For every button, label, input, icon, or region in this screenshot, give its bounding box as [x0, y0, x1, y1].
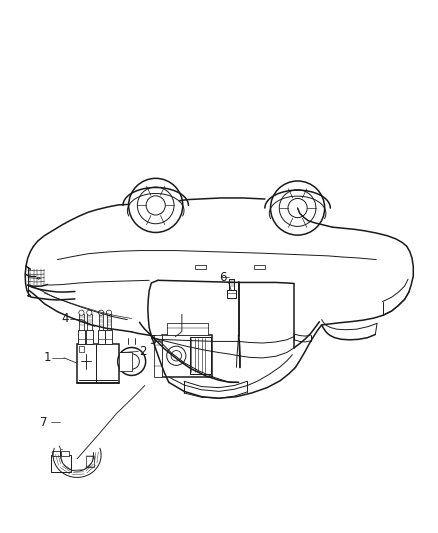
- Circle shape: [118, 348, 146, 375]
- Text: 4: 4: [61, 312, 68, 325]
- Bar: [51, 455, 71, 472]
- Bar: [79, 314, 84, 330]
- Bar: [99, 314, 103, 330]
- Text: 1: 1: [43, 351, 51, 365]
- Circle shape: [106, 310, 112, 316]
- Bar: [227, 290, 236, 298]
- Circle shape: [129, 179, 183, 232]
- Circle shape: [167, 346, 186, 365]
- Bar: [119, 352, 132, 371]
- Bar: [229, 279, 234, 290]
- Circle shape: [124, 354, 139, 369]
- Circle shape: [99, 310, 104, 316]
- Bar: [86, 456, 94, 467]
- Bar: [254, 265, 265, 269]
- Bar: [195, 265, 206, 269]
- Bar: [98, 330, 105, 344]
- Bar: [79, 346, 84, 352]
- Circle shape: [171, 351, 181, 361]
- Text: 5: 5: [149, 334, 156, 348]
- Bar: [77, 344, 119, 383]
- Bar: [106, 330, 113, 344]
- Bar: [78, 330, 85, 344]
- Circle shape: [279, 190, 316, 227]
- Bar: [86, 330, 93, 344]
- Circle shape: [79, 310, 84, 316]
- Circle shape: [288, 198, 307, 217]
- Bar: [52, 451, 60, 456]
- Circle shape: [87, 310, 92, 316]
- Bar: [162, 335, 212, 377]
- Bar: [154, 335, 162, 377]
- Bar: [166, 323, 208, 335]
- Text: 7: 7: [40, 416, 47, 429]
- Bar: [61, 451, 69, 456]
- Circle shape: [146, 196, 165, 215]
- Bar: [87, 314, 92, 330]
- Text: 6: 6: [219, 271, 226, 284]
- Bar: [107, 314, 111, 330]
- Bar: [190, 337, 211, 374]
- Circle shape: [271, 181, 325, 235]
- Circle shape: [138, 187, 174, 224]
- Text: 2: 2: [140, 345, 147, 358]
